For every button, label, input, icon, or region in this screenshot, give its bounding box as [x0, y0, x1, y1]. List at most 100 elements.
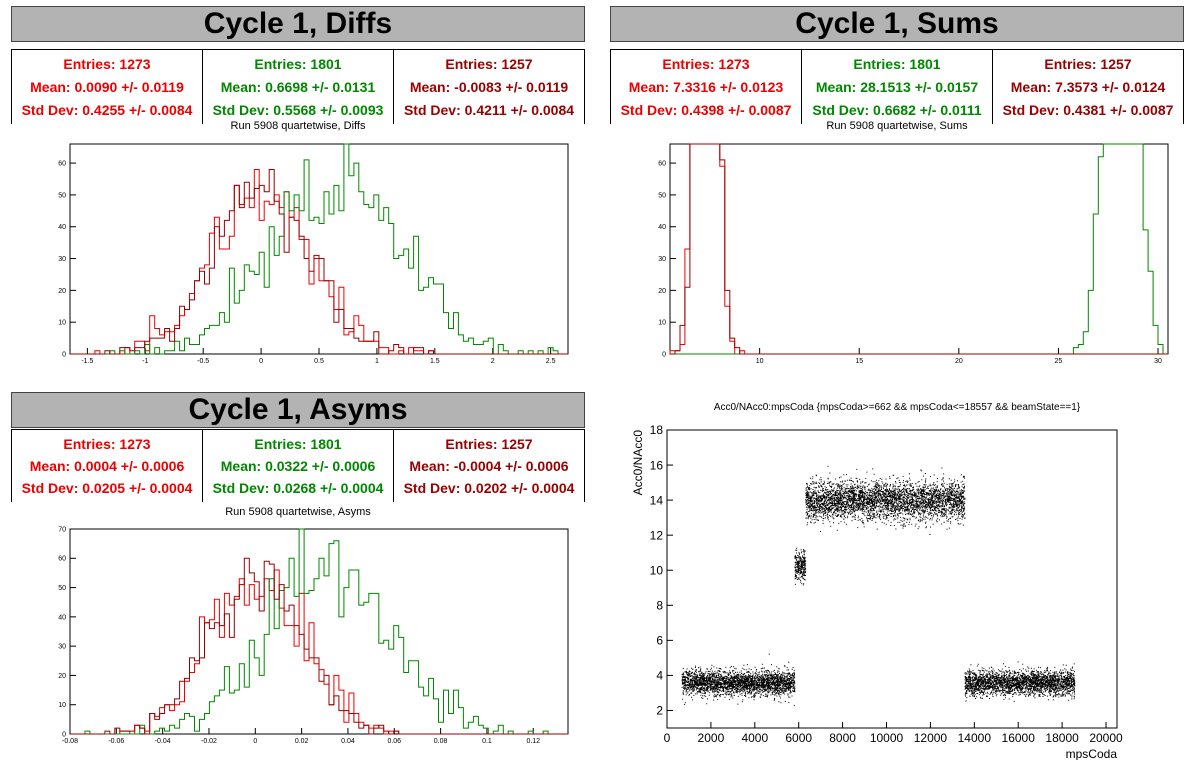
y-tick-label: 50: [58, 192, 66, 199]
histogram-series-3: [70, 169, 568, 355]
stats-series-2: Entries: 1801 Mean: 0.6698 +/- 0.0131 St…: [202, 50, 393, 124]
x-tick-label: 30: [1154, 358, 1162, 365]
x-tick-label: 16000: [1002, 731, 1036, 745]
y-tick-label: 10: [650, 563, 664, 577]
stat-entries: Entries: 1801: [853, 56, 941, 73]
x-tick-label: -0.02: [201, 738, 217, 745]
stat-std: Std Dev: 0.4211 +/- 0.0084: [403, 101, 575, 118]
histogram-asyms: -0.08 -0.06 -0.04 -0.02 0 0.02 0.04 0.06 0.08 0.1…: [58, 526, 569, 745]
stat-mean: Mean: 7.3573 +/- 0.0124: [1010, 78, 1166, 95]
x-tick-label: -1: [142, 358, 148, 365]
x-tick-label: 0.06: [387, 738, 401, 745]
stats-series-2: Entries: 1801 Mean: 28.1513 +/- 0.0157 S…: [801, 50, 992, 124]
stat-entries: Entries: 1273: [63, 56, 151, 73]
y-tick-label: 0: [62, 731, 66, 738]
panel-title: Cycle 1, Asyms: [11, 392, 585, 428]
histogram-series-3: [670, 143, 1168, 355]
stat-std: Std Dev: 0.4398 +/- 0.0087: [620, 101, 792, 118]
x-tick-label: 0.02: [295, 738, 309, 745]
stat-entries: Entries: 1801: [254, 436, 342, 452]
stats-series-1: Entries: 1273 Mean: 0.0090 +/- 0.0119 St…: [12, 50, 202, 124]
x-tick-label: 0.12: [526, 738, 540, 745]
x-tick-label: -0.04: [155, 738, 171, 745]
stat-std: Std Dev: 0.6682 +/- 0.0111: [812, 101, 982, 118]
plot-title: Run 5908 quartetwise, Sums: [826, 120, 968, 132]
stat-mean: Mean: -0.0083 +/- 0.0119: [409, 78, 569, 95]
histogram-series-2: [70, 528, 568, 735]
y-tick-label: 70: [58, 526, 66, 533]
x-axis-label: mpsCoda: [1066, 747, 1118, 760]
y-tick-label: 50: [58, 585, 66, 592]
y-tick-label: 60: [658, 161, 666, 168]
y-tick-label: 40: [58, 224, 66, 231]
x-tick-label: -0.06: [108, 738, 124, 745]
stat-mean: Mean: 0.0322 +/- 0.0006: [220, 458, 376, 474]
stat-mean: Mean: 7.3316 +/- 0.0123: [628, 78, 784, 95]
panel-sums: Cycle 1, Sums Entries: 1273 Mean: 7.3316…: [610, 6, 1184, 376]
stat-entries: Entries: 1257: [445, 56, 533, 73]
y-tick-label: 12: [650, 528, 664, 542]
y-tick-label: 14: [650, 493, 664, 507]
stats-series-3: Entries: 1257 Mean: 7.3573 +/- 0.0124 St…: [992, 50, 1183, 124]
plot-title: Run 5908 quartetwise, Diffs: [230, 120, 366, 132]
y-tick-label: 6: [656, 634, 663, 648]
x-tick-label: 12000: [914, 731, 948, 745]
x-tick-label: 20: [955, 358, 963, 365]
stats-series-3: Entries: 1257 Mean: -0.0004 +/- 0.0006 S…: [393, 430, 584, 502]
x-tick-label: 0.1: [482, 738, 492, 745]
histogram-sums: 10 15 20 25 30 0 10 20 30 40 50 60: [658, 143, 1169, 365]
y-tick-label: 50: [658, 192, 666, 199]
plot-frame: [69, 528, 569, 735]
stats-series-3: Entries: 1257 Mean: -0.0083 +/- 0.0119 S…: [393, 50, 584, 124]
x-tick-label: 6000: [785, 731, 812, 745]
histogram-series-2: [70, 143, 568, 355]
x-tick-label: -0.5: [197, 358, 209, 365]
plot-frame: [666, 429, 1118, 729]
x-tick-label: 14000: [958, 731, 992, 745]
y-tick-label: 20: [58, 673, 66, 680]
x-tick-label: 25: [1055, 358, 1063, 365]
stat-std: Std Dev: 0.0205 +/- 0.0004: [21, 480, 193, 496]
y-tick-label: 8: [656, 598, 663, 612]
stat-entries: Entries: 1273: [63, 436, 151, 452]
histogram-series-1: [70, 169, 568, 355]
x-tick-label: 0.08: [434, 738, 448, 745]
x-tick-label: 2.5: [546, 358, 556, 365]
y-tick-label: 40: [658, 224, 666, 231]
histogram-series-1: [70, 569, 568, 735]
stat-entries: Entries: 1257: [445, 436, 533, 452]
scatter-points: [681, 465, 1076, 707]
panel-diffs: Cycle 1, Diffs Entries: 1273 Mean: 0.009…: [11, 6, 585, 376]
stats-box: Entries: 1273 Mean: 0.0090 +/- 0.0119 St…: [11, 49, 585, 124]
y-tick-label: 30: [58, 644, 66, 651]
stat-std: Std Dev: 0.4255 +/- 0.0084: [21, 101, 193, 118]
x-tick-label: -1.5: [81, 358, 93, 365]
stat-std: Std Dev: 0.0202 +/- 0.0004: [403, 480, 575, 496]
x-tick-label: 15: [855, 358, 863, 365]
panel-title: Cycle 1, Diffs: [11, 6, 585, 42]
y-tick-label: 30: [658, 256, 666, 263]
y-tick-label: 10: [58, 702, 66, 709]
y-tick-label: 16: [650, 458, 664, 472]
stat-mean: Mean: 28.1513 +/- 0.0157: [815, 78, 979, 95]
y-tick-label: 20: [58, 288, 66, 295]
x-tick-label: 1.5: [430, 358, 440, 365]
histogram-diffs: -1.5 -1 -0.5 0 0.5 1 1.5 2 2.5 0 10 20 30 40 50 60: [58, 143, 569, 365]
histogram-series-2: [670, 143, 1168, 355]
x-tick-label: 2: [491, 358, 495, 365]
stat-std: Std Dev: 0.5568 +/- 0.0093: [212, 101, 384, 118]
stat-std: Std Dev: 0.4381 +/- 0.0087: [1002, 101, 1174, 118]
x-tick-label: 0: [664, 731, 671, 745]
x-tick-label: 4000: [741, 731, 768, 745]
x-tick-label: 1: [375, 358, 379, 365]
stat-mean: Mean: 0.6698 +/- 0.0131: [220, 78, 376, 95]
x-tick-label: 10: [756, 358, 764, 365]
x-tick-label: 18000: [1045, 731, 1079, 745]
x-tick-label: 0.5: [314, 358, 324, 365]
y-tick-label: 60: [58, 161, 66, 168]
stat-std: Std Dev: 0.0268 +/- 0.0004: [212, 480, 384, 496]
histogram-series-3: [70, 557, 568, 735]
x-tick-label: 8000: [829, 731, 856, 745]
panel-asyms: Cycle 1, Asyms Entries: 1273 Mean: 0.000…: [11, 392, 585, 767]
stats-series-1: Entries: 1273 Mean: 0.0004 +/- 0.0006 St…: [12, 430, 202, 502]
